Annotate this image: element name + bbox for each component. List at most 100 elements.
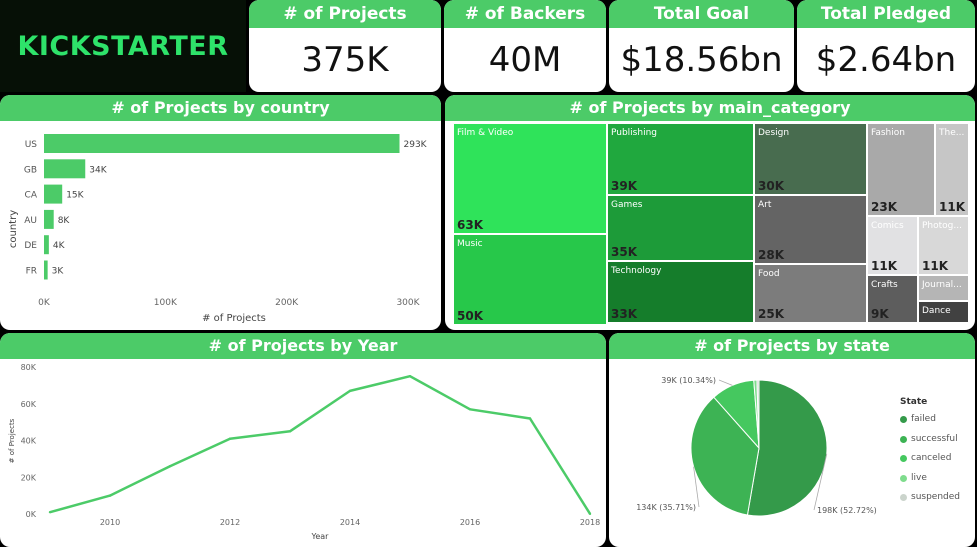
line-point-2013: [288, 430, 292, 433]
legend-item-suspended[interactable]: suspended: [900, 492, 960, 512]
legend-label: successful: [911, 433, 958, 444]
treemap-cell-photog[interactable]: Photog... 11K: [918, 216, 969, 275]
leader-line: [693, 466, 700, 508]
year-chart-title: # of Projects by Year: [0, 333, 606, 359]
bar-us: [44, 134, 400, 153]
line-point-2016: [468, 408, 472, 411]
treemap-cell-art[interactable]: Art 28K: [754, 195, 867, 264]
category-label: DE: [24, 241, 37, 251]
legend-label: suspended: [911, 492, 960, 502]
y-tick-label: 60K: [21, 400, 37, 409]
data-label: 4K: [53, 241, 66, 251]
treemap-cell-the[interactable]: The... 11K: [935, 123, 969, 216]
treemap-cell-dance[interactable]: Dance: [918, 301, 969, 323]
treemap-cell-journal[interactable]: Journal...: [918, 275, 969, 301]
data-label: 293K: [404, 140, 428, 150]
state-chart-title: # of Projects by state: [609, 333, 975, 359]
treemap-cell-label: Film & Video: [457, 128, 514, 138]
y-tick-label: 0K: [26, 510, 37, 519]
year-chart-card: # of Projects by Year # of Projects 0K 20K…: [0, 333, 606, 547]
treemap-cell-comics[interactable]: Comics 11K: [867, 216, 918, 275]
data-label: 8K: [58, 216, 71, 226]
treemap-cell-label: Crafts: [871, 280, 898, 290]
x-tick-label: 300K: [396, 298, 420, 308]
treemap-cell-fashion[interactable]: Fashion 23K: [867, 123, 935, 216]
x-tick-label: 2010: [100, 518, 120, 527]
legend-label: canceled: [911, 453, 952, 463]
legend-item-successful[interactable]: successful: [900, 434, 960, 454]
legend-swatch: [900, 416, 907, 423]
data-label: 34K: [89, 165, 107, 175]
treemap-cell-crafts[interactable]: Crafts 9K: [867, 275, 918, 323]
bar-de: [44, 235, 49, 255]
bar-gb: [44, 159, 86, 179]
legend-label: failed: [911, 414, 936, 424]
country-chart-title: # of Projects by country: [0, 95, 441, 121]
treemap-cell-film-video[interactable]: Film & Video 63K: [453, 123, 607, 234]
treemap-cell-food[interactable]: Food 25K: [754, 264, 867, 323]
treemap-cell-label: Dance: [922, 306, 951, 316]
x-tick-label: 2012: [220, 518, 240, 527]
treemap-cell-music[interactable]: Music 50K: [453, 234, 607, 325]
y-tick-label: 40K: [21, 437, 37, 446]
treemap-cell-value: 33K: [611, 307, 637, 321]
y-tick-label: 20K: [21, 473, 37, 482]
data-label: 15K: [66, 191, 84, 201]
treemap-cell-publishing[interactable]: Publishing 39K: [607, 123, 754, 195]
treemap-cell-label: Design: [758, 128, 790, 138]
treemap-cell-label: Comics: [871, 221, 904, 231]
treemap-cell-technology[interactable]: Technology 33K: [607, 261, 754, 323]
kpi-title: # of Backers: [444, 0, 606, 28]
category-label: FR: [26, 267, 37, 277]
data-label: 3K: [52, 267, 65, 277]
state-chart-card: # of Projects by state 198K (52.72%) 134K…: [609, 333, 975, 547]
treemap-cell-label: Fashion: [871, 128, 905, 138]
category-treemap-title: # of Projects by main_category: [445, 95, 975, 121]
y-axis-label: country: [8, 210, 19, 248]
country-bar-chart: country US 293K GB 34K CA 15K AU 8K DE 4K FR 3K 0K 100…: [8, 134, 428, 324]
state-legend: State failed successful canceled live suspen…: [900, 397, 960, 512]
treemap-cell-label: Music: [457, 239, 483, 249]
legend-item-failed[interactable]: failed: [900, 414, 960, 434]
legend-label: live: [911, 472, 927, 483]
treemap-cell-label: Technology: [611, 266, 662, 276]
legend-item-canceled[interactable]: canceled: [900, 453, 960, 473]
kpi-title: Total Goal: [609, 0, 794, 28]
kpi-card-goal: Total Goal $18.56bn: [609, 0, 794, 92]
treemap-cell-value: 30K: [758, 179, 784, 193]
x-axis-label: Year: [311, 532, 330, 541]
pie-slice-successful: [690, 396, 760, 516]
kpi-card-backers: # of Backers 40M: [444, 0, 606, 92]
kpi-value: $2.64bn: [815, 40, 957, 80]
x-tick-label: 100K: [154, 298, 178, 308]
country-chart-card: # of Projects by country country US 293K GB…: [0, 95, 441, 330]
x-tick-label: 2016: [460, 518, 480, 527]
treemap-cell-label: Photog...: [922, 221, 962, 231]
treemap-cell-design[interactable]: Design 30K: [754, 123, 867, 195]
y-tick-label: 80K: [21, 363, 37, 372]
line-point-2012: [228, 437, 232, 440]
line-point-2010: [108, 494, 112, 497]
category-label: US: [25, 140, 38, 150]
projects-line: [49, 374, 592, 515]
treemap-cell-value: 11K: [922, 259, 948, 273]
bar-ca: [44, 184, 63, 204]
treemap-cell-value: 11K: [939, 200, 965, 214]
treemap-cell-games[interactable]: Games 35K: [607, 195, 754, 261]
treemap-cell-value: 63K: [457, 218, 483, 232]
x-tick-label: 2018: [580, 518, 600, 527]
treemap-cell-value: 23K: [871, 200, 897, 214]
legend-swatch: [900, 474, 907, 482]
kpi-value: $18.56bn: [620, 40, 783, 80]
line-point-2018: [588, 512, 592, 516]
bar-au: [44, 209, 54, 229]
line-point-2011: [168, 465, 172, 468]
treemap-cell-label: Journal...: [922, 280, 962, 290]
treemap-cell-value: 9K: [871, 307, 889, 321]
category-label: AU: [24, 216, 37, 226]
state-pie-chart: 198K (52.72%) 134K (35.71%) 39K (10.34%): [636, 376, 877, 517]
kpi-title: # of Projects: [249, 0, 441, 28]
legend-item-live[interactable]: live: [900, 473, 960, 493]
treemap-cell-value: 28K: [758, 248, 784, 262]
kpi-value: 375K: [301, 40, 389, 80]
